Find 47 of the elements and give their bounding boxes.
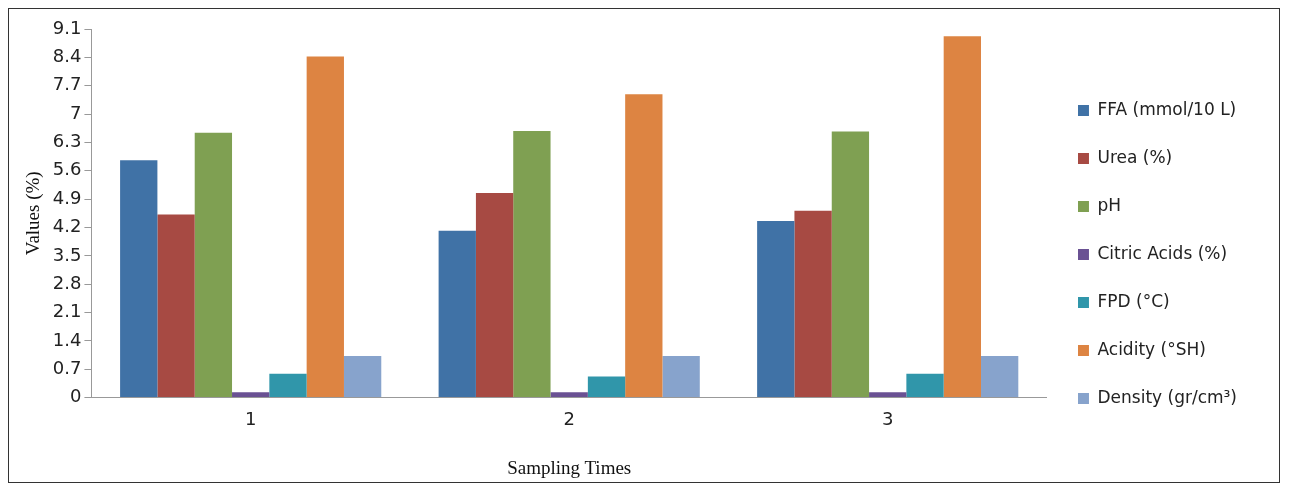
y-tick-label: 2.8 xyxy=(52,271,82,293)
legend-label: Density (gr/cm³) xyxy=(1097,386,1237,407)
bar xyxy=(120,160,158,398)
bar xyxy=(587,376,626,398)
bar xyxy=(625,94,663,398)
bar xyxy=(906,373,944,398)
y-tick-label: 4.9 xyxy=(52,186,82,208)
bar xyxy=(269,373,307,398)
y-tick-label: 0.7 xyxy=(52,356,82,378)
y-tick-label: 3.5 xyxy=(52,243,82,265)
bar xyxy=(438,230,476,398)
bar xyxy=(662,355,700,398)
bar xyxy=(194,132,233,398)
bar xyxy=(869,392,907,398)
bar xyxy=(794,210,832,398)
y-tick-label: 1.4 xyxy=(52,328,82,350)
legend-label: FFA (mmol/10 L) xyxy=(1097,98,1237,119)
legend-label: Urea (%) xyxy=(1097,146,1173,167)
x-tick-label: 3 xyxy=(881,408,894,430)
y-tick-label: 8.4 xyxy=(52,45,82,67)
x-tick-label: 1 xyxy=(244,408,257,430)
bar xyxy=(831,131,870,398)
x-tick-label: 2 xyxy=(563,408,575,430)
y-tick-label: 4.2 xyxy=(52,215,82,237)
y-tick-label: 0 xyxy=(69,385,82,407)
y-tick-label: 7 xyxy=(69,101,82,123)
bar xyxy=(306,56,344,398)
bar xyxy=(475,193,514,398)
y-tick-label: 6.3 xyxy=(52,130,82,152)
legend-label: FPD (°C) xyxy=(1097,290,1170,311)
y-axis-title: Values (%) xyxy=(22,171,45,256)
y-tick-label: 2.1 xyxy=(52,300,82,322)
legend-label: pH xyxy=(1097,194,1122,215)
legend-label: Citric Acids (%) xyxy=(1097,242,1228,263)
bar xyxy=(513,131,551,398)
y-tick-label: 5.6 xyxy=(52,158,82,180)
x-axis-title: Sampling Times xyxy=(507,456,632,478)
y-tick-label: 9.1 xyxy=(52,16,82,38)
bar xyxy=(157,214,195,398)
bar xyxy=(980,355,1019,398)
legend-label: Acidity (°SH) xyxy=(1097,338,1206,359)
bar xyxy=(343,355,382,398)
bar xyxy=(943,36,981,398)
bar xyxy=(550,392,588,398)
bar xyxy=(757,221,795,398)
bar xyxy=(232,392,270,398)
y-tick-label: 7.7 xyxy=(52,73,82,95)
